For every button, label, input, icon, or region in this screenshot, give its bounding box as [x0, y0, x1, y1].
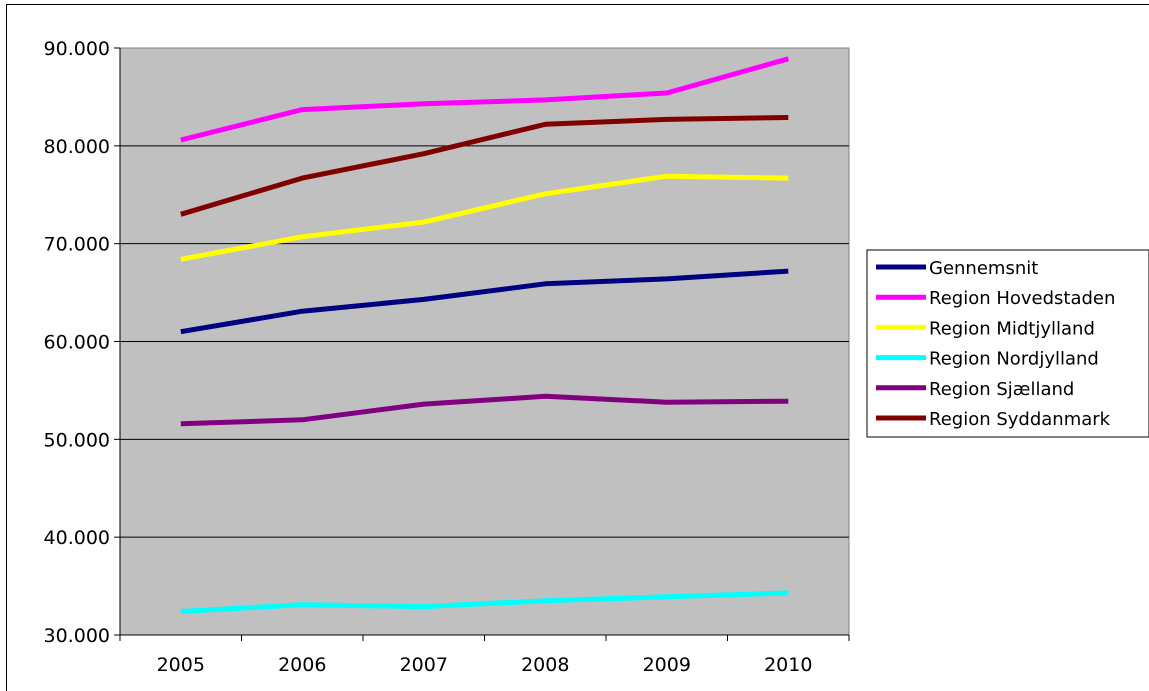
- legend: Gennemsnit Region Hovedstaden Region Midtj…: [866, 249, 1149, 438]
- series-lines: [180, 56, 789, 614]
- y-tick-label: 60.000: [44, 332, 110, 354]
- x-tick-label: 2006: [278, 654, 326, 676]
- y-tick-label: 50.000: [44, 429, 110, 451]
- series-line: [180, 590, 789, 614]
- legend-entry-label: Region Sjælland: [929, 379, 1074, 400]
- gridlines: [120, 145, 849, 538]
- y-tick-label: 40.000: [44, 527, 110, 549]
- x-tick-label: 2007: [400, 654, 448, 676]
- legend-entry-label: Region Midtjylland: [929, 318, 1095, 339]
- y-tick-label: 70.000: [44, 234, 110, 256]
- y-tick-label: 90.000: [44, 38, 110, 60]
- x-tick-label: 2010: [764, 654, 812, 676]
- series-line: [180, 393, 789, 427]
- axes: [114, 47, 850, 641]
- series-line: [180, 268, 789, 335]
- series-line: [180, 115, 789, 217]
- legend-entry-label: Region Nordjylland: [929, 349, 1099, 370]
- legend-entry-label: Region Hovedstaden: [929, 288, 1115, 309]
- legend-entry-label: Gennemsnit: [929, 258, 1038, 279]
- x-tick-label: 2008: [521, 654, 569, 676]
- x-axis-tick-labels: 2005 2006 2007 2008 2009 2010: [157, 654, 813, 676]
- y-tick-label: 30.000: [44, 625, 110, 647]
- x-tick-label: 2009: [643, 654, 691, 676]
- series-line: [180, 56, 789, 143]
- x-tick-label: 2005: [157, 654, 205, 676]
- y-axis-tick-labels: 30.000 40.000 50.000 60.000 70.000 80.000 90.0…: [44, 38, 110, 647]
- y-tick-label: 80.000: [44, 136, 110, 158]
- series-line: [180, 173, 789, 262]
- legend-entry-label: Region Syddanmark: [929, 409, 1111, 430]
- legend-box: [866, 249, 1149, 438]
